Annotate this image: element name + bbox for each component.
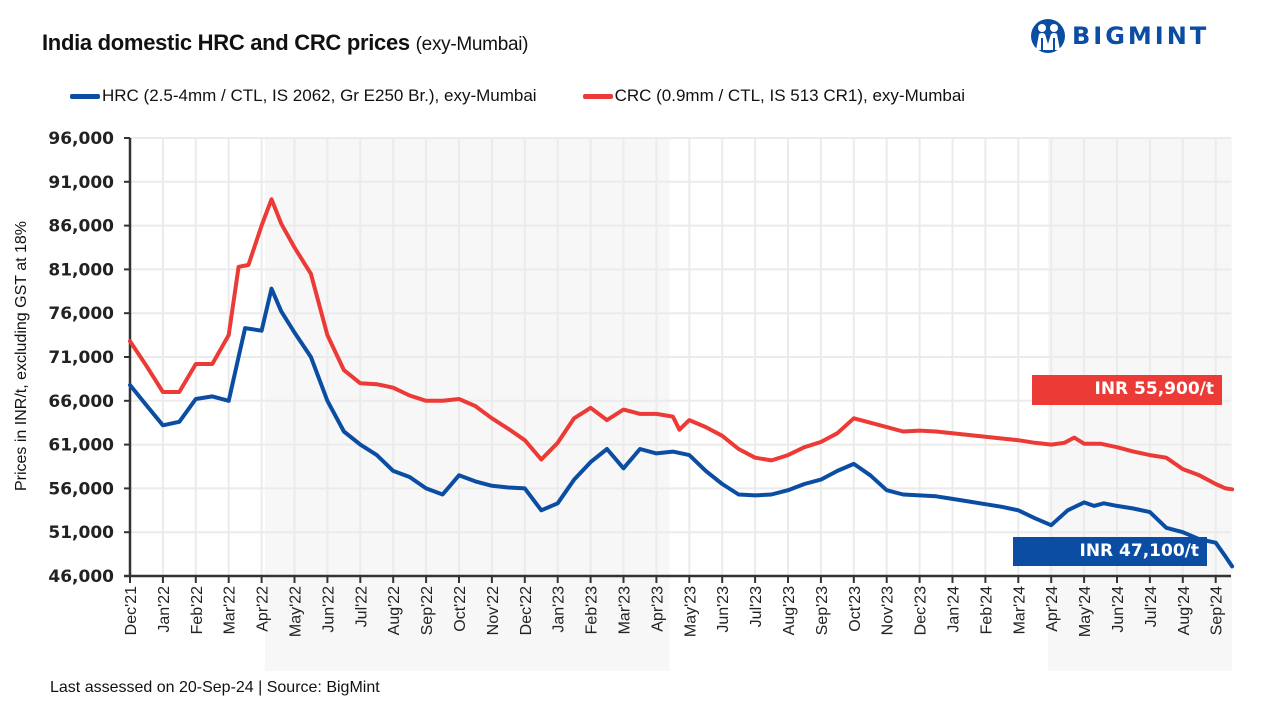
footer-source: Last assessed on 20-Sep-24 | Source: Big… [50,679,380,696]
y-tick-labels: 96,000 91,000 86,000 81,000 76,000 71,000 66,0… [48,129,114,587]
series-lines [128,197,1235,569]
legend-item-hrc: HRC (2.5-4mm / CTL, IS 2062, Gr E250 Br.… [70,86,537,106]
x-tick-label: Aug'23 [781,586,798,635]
chart-legend: HRC (2.5-4mm / CTL, IS 2062, Gr E250 Br.… [70,86,1011,106]
x-tick-label: Jun'22 [320,586,337,633]
legend-label-crc: CRC (0.9mm / CTL, IS 513 CR1), exy-Mumba… [614,86,966,105]
x-tick-label: Jan'24 [946,586,963,633]
crc-series-line [128,197,1235,492]
x-tick-label: Dec'23 [913,586,930,635]
legend-label-hrc: HRC (2.5-4mm / CTL, IS 2062, Gr E250 Br.… [102,86,537,105]
y-tick-label: 66,000 [48,392,114,412]
x-tick-label: Jul'22 [353,586,370,627]
x-tick-label: May'22 [288,586,305,637]
hrc-latest-price-callout: INR 47,100/t [1013,537,1207,566]
x-tick-label: Sep'22 [419,586,436,635]
x-tick-label: Jan'22 [156,586,173,633]
legend-swatch-hrc [70,93,100,99]
x-tick-label: Jun'23 [715,586,732,633]
y-tick-label: 71,000 [48,348,114,368]
x-tick-label: Jul'24 [1143,586,1160,627]
bigmint-logo-text: BIGMINT [1072,22,1210,50]
x-tick-label: Mar'24 [1011,586,1028,635]
y-tick-label: 76,000 [48,304,114,324]
y-tick-label: 51,000 [48,523,114,543]
y-tick-label: 96,000 [48,129,114,149]
x-tick-label: May'24 [1077,586,1094,637]
x-tick-label: Sep'24 [1209,586,1226,635]
x-tick-label: Dec'21 [123,586,140,635]
x-tick-label: Jul'23 [748,586,765,627]
y-tick-label: 46,000 [48,567,114,587]
y-tick-label: 61,000 [48,436,114,456]
y-tick-label: 91,000 [48,173,114,193]
x-tick-label: Nov'22 [485,586,502,635]
bigmint-logo-icon [1031,19,1065,53]
x-tick-label: Mar'23 [617,586,634,635]
x-tick-label: Aug'22 [386,586,403,635]
x-tick-label: May'23 [682,586,699,637]
x-tick-label: Oct'22 [452,586,469,632]
x-tick-label: Jan'23 [551,586,568,633]
x-tick-labels: Dec'21 Jan'22 Feb'22 Mar'22 Apr'22 May'22 Jun'… [123,586,1226,637]
x-tick-label: Jun'24 [1110,586,1127,633]
x-tick-label: Apr'24 [1044,586,1061,632]
x-tick-label: Oct'23 [847,586,864,632]
x-tick-label: Apr'23 [649,586,666,632]
x-tick-label: Apr'22 [255,586,272,632]
y-tick-label: 81,000 [48,260,114,280]
chart-title-sub: (exy-Mumbai) [415,34,529,55]
x-tick-label: Nov'23 [880,586,897,635]
chart-title: India domestic HRC and CRC prices (exy-M… [42,30,528,56]
x-tick-label: Feb'24 [978,586,995,635]
legend-swatch-crc [582,93,613,99]
crc-latest-price-callout: INR 55,900/t [1032,375,1222,405]
x-tick-label: Aug'24 [1176,586,1193,635]
y-tick-label: 56,000 [48,479,114,499]
x-tick-label: Mar'22 [222,586,239,635]
y-tick-label: 86,000 [48,217,114,237]
x-tick-label: Sep'23 [814,586,831,635]
hrc-series-line [128,286,1235,569]
legend-item-crc: CRC (0.9mm / CTL, IS 513 CR1), exy-Mumba… [582,86,966,106]
x-tick-label: Feb'23 [584,586,601,635]
bigmint-logo: BIGMINT [1030,16,1209,56]
axes [124,137,1231,583]
chart-title-main: India domestic HRC and CRC prices [42,30,410,55]
x-tick-label: Dec'22 [518,586,535,635]
x-tick-label: Feb'22 [189,586,206,635]
